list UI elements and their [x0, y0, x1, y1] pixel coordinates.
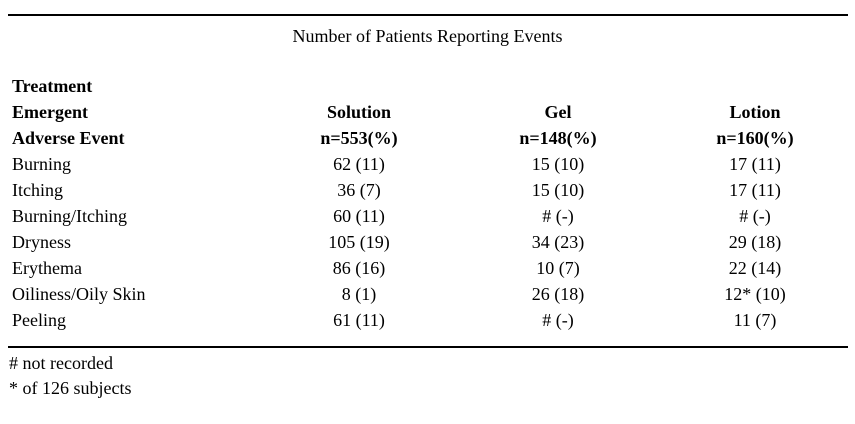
solution-value: 60 (11)	[333, 206, 385, 226]
solution-value: 105 (19)	[328, 232, 390, 252]
lotion-value: 17 (11)	[729, 154, 781, 174]
gel-value: 15 (10)	[531, 180, 585, 200]
solution-value: 36 (7)	[337, 180, 381, 200]
table-row: Burning 62 (11) 15 (10) 17 (11)	[12, 151, 838, 177]
solution-value: 86 (16)	[332, 258, 386, 278]
header-spacer	[672, 73, 838, 99]
adverse-events-table: Treatment Emergent Solution Gel Lotion A…	[12, 73, 838, 333]
event-label: Itching	[12, 180, 63, 200]
footnote-not-recorded: # not recorded	[9, 353, 113, 373]
footnote-subjects: * of 126 subjects	[9, 378, 132, 398]
table-header: Treatment Emergent Solution Gel Lotion A…	[12, 73, 838, 151]
table-row: Itching 36 (7) 15 (10) 17 (11)	[12, 177, 838, 203]
bottom-rule	[8, 346, 848, 348]
table-body: Burning 62 (11) 15 (10) 17 (11) Itching …	[12, 151, 838, 333]
column-n-lotion: n=160(%)	[716, 128, 794, 148]
event-label: Burning	[12, 154, 72, 174]
gel-value: 15 (10)	[531, 154, 585, 174]
event-label: Erythema	[12, 258, 82, 278]
lotion-value: # (-)	[739, 206, 771, 226]
header-spacer	[444, 73, 672, 99]
column-header-lotion: Lotion	[729, 102, 781, 122]
column-n-solution: n=553(%)	[320, 128, 398, 148]
lotion-value: 17 (11)	[729, 180, 781, 200]
gel-value: 26 (18)	[531, 284, 585, 304]
header-emergent: Emergent	[12, 102, 88, 122]
document-page: Number of Patients Reporting Events Trea…	[0, 14, 855, 424]
footnotes: # not recorded * of 126 subjects	[9, 351, 855, 401]
header-treatment: Treatment	[12, 76, 93, 96]
header-adverse-event: Adverse Event	[12, 128, 125, 148]
solution-value: 62 (11)	[333, 154, 385, 174]
column-header-gel: Gel	[544, 102, 572, 122]
event-label: Peeling	[12, 310, 66, 330]
event-label: Dryness	[12, 232, 71, 252]
event-label: Oiliness/Oily Skin	[12, 284, 146, 304]
header-spacer	[274, 73, 444, 99]
column-n-gel: n=148(%)	[519, 128, 597, 148]
header-row-emergent: Emergent Solution Gel Lotion	[12, 99, 838, 125]
lotion-value: 11 (7)	[733, 310, 777, 330]
gel-value: # (-)	[542, 206, 574, 226]
lotion-value: 29 (18)	[728, 232, 782, 252]
top-rule	[8, 14, 848, 16]
table-row: Erythema 86 (16) 10 (7) 22 (14)	[12, 255, 838, 281]
table-title: Number of Patients Reporting Events	[292, 26, 563, 46]
gel-value: 10 (7)	[536, 258, 580, 278]
solution-value: 61 (11)	[333, 310, 385, 330]
header-row-adverse-event: Adverse Event n=553(%) n=148(%) n=160(%)	[12, 125, 838, 151]
lotion-value: 22 (14)	[728, 258, 782, 278]
gel-value: 34 (23)	[531, 232, 585, 252]
table-row: Oiliness/Oily Skin 8 (1) 26 (18) 12* (10…	[12, 281, 838, 307]
event-label: Burning/Itching	[12, 206, 127, 226]
table-row: Dryness 105 (19) 34 (23) 29 (18)	[12, 229, 838, 255]
lotion-value: 12* (10)	[724, 284, 786, 304]
table-row: Burning/Itching 60 (11) # (-) # (-)	[12, 203, 838, 229]
header-row-treatment: Treatment	[12, 73, 838, 99]
column-header-solution: Solution	[326, 102, 392, 122]
solution-value: 8 (1)	[341, 284, 377, 304]
table-row: Peeling 61 (11) # (-) 11 (7)	[12, 307, 838, 333]
gel-value: # (-)	[542, 310, 574, 330]
